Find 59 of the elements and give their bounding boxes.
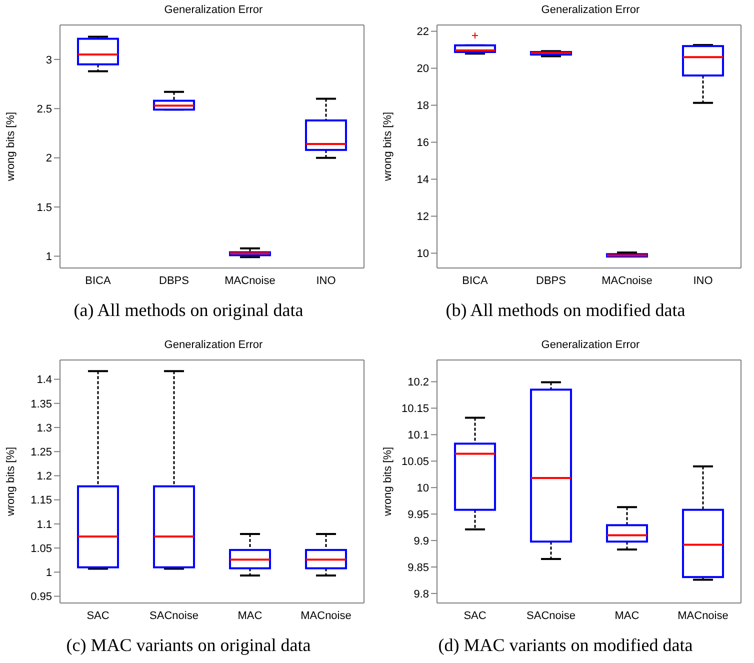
y-tick-label: 1 bbox=[46, 251, 52, 264]
y-tick-label: 18 bbox=[416, 100, 429, 112]
text: (b) All methods on modified data bbox=[444, 300, 686, 321]
y-tick-label: 20 bbox=[416, 63, 429, 76]
y-tick-label: 16 bbox=[416, 137, 429, 150]
y-tick-label: 1.5 bbox=[36, 202, 52, 214]
text: (c) MAC variants on original data bbox=[65, 635, 312, 656]
x-tick-label: MACnoise bbox=[602, 274, 652, 287]
text: (d) MAC variants on modified data bbox=[437, 635, 694, 656]
x-tick-label: DBPS bbox=[536, 274, 566, 287]
y-tick-label: 9.9 bbox=[414, 535, 429, 548]
y-tick-label: 1.25 bbox=[30, 446, 52, 459]
x-tick-label: BICA bbox=[85, 274, 112, 287]
x-tick-label: SACnoise bbox=[150, 610, 198, 622]
y-tick-label: 1.2 bbox=[36, 470, 52, 483]
y-tick-label: 10.05 bbox=[401, 456, 429, 468]
x-tick-label: MACnoise bbox=[678, 610, 728, 622]
y-tick-label: 10.1 bbox=[408, 430, 429, 442]
y-tick-label: 10.2 bbox=[408, 376, 429, 389]
y-tick-label: 1.35 bbox=[30, 398, 52, 410]
y-tick-label: 14 bbox=[416, 174, 429, 186]
x-tick-label: MAC bbox=[238, 610, 262, 622]
text: (a) All methods on original data bbox=[72, 300, 304, 321]
x-tick-label: DBPS bbox=[159, 274, 189, 287]
y-tick-label: 1.15 bbox=[30, 494, 52, 507]
y-axis-title: wrong bits [%] bbox=[4, 112, 17, 182]
y-tick-label: 12 bbox=[416, 211, 429, 224]
y-tick-label: 10 bbox=[416, 482, 429, 494]
x-tick-label: MACnoise bbox=[224, 274, 276, 287]
y-tick-label: 0.95 bbox=[30, 591, 52, 604]
y-tick-label: 3 bbox=[46, 54, 52, 66]
y-tick-label: 9.85 bbox=[408, 562, 429, 574]
x-tick-label: INO bbox=[693, 274, 714, 287]
y-tick-label: 1 bbox=[46, 567, 52, 580]
x-tick-label: SAC bbox=[86, 610, 110, 622]
y-tick-label: 10 bbox=[416, 248, 429, 260]
x-tick-label: INO bbox=[316, 274, 336, 287]
chart-title: Generalization Error bbox=[163, 338, 264, 353]
y-tick-label: 9.8 bbox=[414, 588, 429, 600]
chart-title: Generalization Error bbox=[163, 3, 264, 18]
y-tick-label: 10.15 bbox=[401, 403, 429, 416]
chart-title: Generalization Error bbox=[540, 3, 641, 18]
y-tick-label: 1.4 bbox=[36, 374, 52, 386]
y-axis-title: wrong bits [%] bbox=[382, 446, 394, 518]
y-axis-title: wrong bits [%] bbox=[4, 446, 17, 518]
x-tick-label: MACnoise bbox=[300, 610, 352, 622]
y-axis-title: wrong bits [%] bbox=[382, 112, 394, 182]
y-tick-label: 1.3 bbox=[36, 422, 52, 434]
chart-title: Generalization Error bbox=[540, 338, 641, 353]
y-tick-label: 22 bbox=[416, 26, 429, 38]
y-tick-label: 2 bbox=[46, 152, 52, 165]
y-tick-label: 1.1 bbox=[36, 518, 52, 531]
y-tick-label: 1.05 bbox=[30, 542, 52, 555]
x-tick-label: MAC bbox=[614, 610, 640, 622]
x-tick-label: SACnoise bbox=[526, 610, 576, 622]
x-tick-label: SAC bbox=[464, 610, 486, 622]
y-tick-label: 9.95 bbox=[408, 508, 429, 521]
x-tick-label: BICA bbox=[462, 274, 488, 287]
y-tick-label: 2.5 bbox=[36, 104, 52, 116]
